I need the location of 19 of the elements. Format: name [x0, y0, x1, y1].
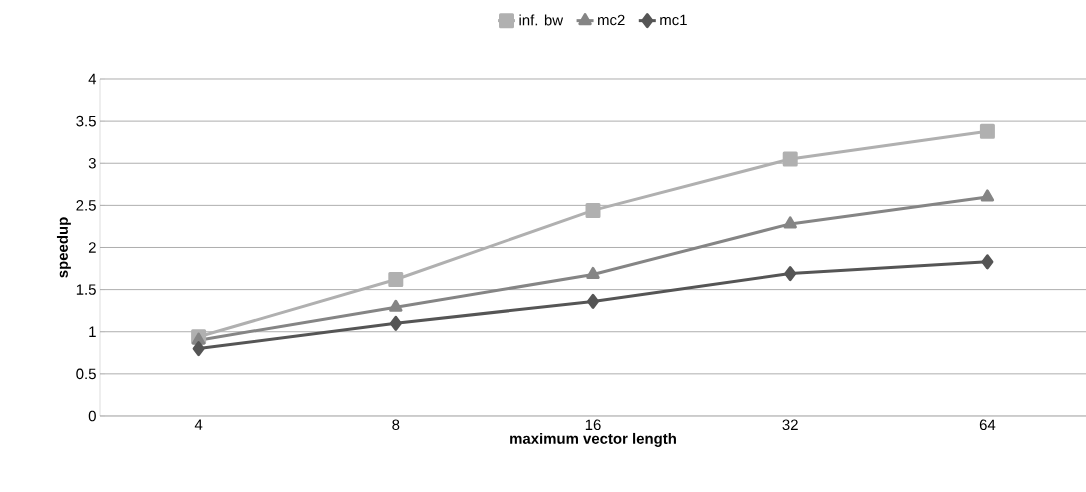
- y-tick-label: 0.5: [76, 368, 96, 380]
- legend-label: mc2: [598, 14, 625, 26]
- y-tick-label: 1: [89, 326, 96, 337]
- y-tick-label: 3: [88, 157, 96, 169]
- x-tick-label: 4: [194, 419, 203, 430]
- y-axis-title: speedup: [56, 217, 71, 278]
- legend-label: mc1: [660, 14, 687, 26]
- legend-label: inf. bw: [519, 14, 564, 26]
- x-tick-label: 32: [782, 419, 798, 431]
- x-tick-label: 16: [585, 419, 601, 431]
- y-tick-label: 4: [88, 73, 97, 85]
- x-tick-label: 64: [979, 419, 996, 431]
- y-tick-label: 2.5: [76, 200, 96, 211]
- y-tick-label: 0: [88, 410, 96, 422]
- x-tick-label: 8: [392, 419, 400, 431]
- y-tick-label: 1.5: [76, 284, 96, 295]
- y-tick-label: 2: [88, 242, 96, 253]
- x-axis-title: maximum vector length: [510, 432, 676, 447]
- y-tick-label: 3.5: [76, 115, 96, 127]
